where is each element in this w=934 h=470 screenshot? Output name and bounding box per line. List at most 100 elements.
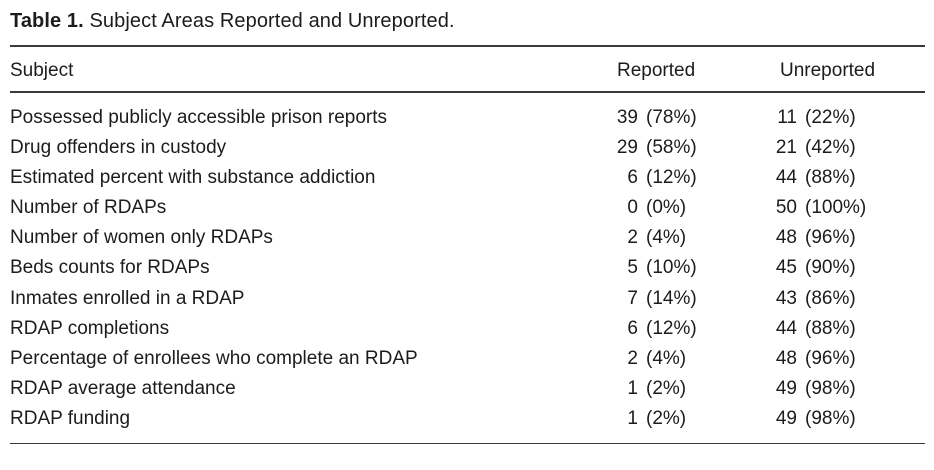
table-title-label: Table 1. xyxy=(10,10,84,32)
reported-count: 6 xyxy=(627,166,638,188)
reported-cell: 1 (2%) xyxy=(610,404,750,434)
unreported-cell: 49 (98%) xyxy=(750,404,925,434)
reported-count: 7 xyxy=(627,287,638,309)
subject-cell: RDAP funding xyxy=(10,408,131,430)
unreported-count: 48 xyxy=(775,227,797,249)
table-row: Number of women only RDAPs 2 (4%) 48 (96… xyxy=(10,223,925,253)
unreported-count: 44 xyxy=(775,317,797,339)
unreported-percentage: (86%) xyxy=(805,287,856,309)
reported-percentage: (12%) xyxy=(646,166,697,188)
reported-percentage: (78%) xyxy=(646,106,697,128)
unreported-count: 44 xyxy=(775,166,797,188)
unreported-count: 45 xyxy=(775,257,797,279)
reported-count: 39 xyxy=(616,106,638,128)
subject-cell: RDAP average attendance xyxy=(10,378,236,400)
unreported-count: 48 xyxy=(775,348,797,369)
reported-count: 6 xyxy=(627,317,638,339)
reported-percentage: (2%) xyxy=(646,378,687,400)
reported-count: 2 xyxy=(627,227,638,249)
table-row: Inmates enrolled in a RDAP 7 (14%) 43 (8… xyxy=(10,284,925,314)
table-row: Percentage of enrollees who complete an … xyxy=(10,344,925,374)
unreported-cell: 43 (86%) xyxy=(750,284,925,314)
unreported-percentage: (88%) xyxy=(805,317,856,339)
table-header-row: Subject Reported Unreported xyxy=(10,47,925,91)
table-row: Possessed publicly accessible prison rep… xyxy=(10,103,925,133)
reported-count: 1 xyxy=(627,378,638,400)
unreported-percentage: (98%) xyxy=(805,408,856,430)
unreported-percentage: (96%) xyxy=(805,348,856,369)
reported-cell: 5 (10%) xyxy=(610,253,750,283)
reported-cell: 1 (2%) xyxy=(610,374,750,404)
column-header-subject: Subject xyxy=(10,60,74,81)
table-bottom-rule xyxy=(10,442,925,445)
reported-percentage: (0%) xyxy=(646,197,687,219)
table-row: RDAP average attendance 1 (2%) 49 (98%) xyxy=(10,374,925,404)
reported-percentage: (4%) xyxy=(646,227,687,249)
subject-cell: Beds counts for RDAPs xyxy=(10,257,210,279)
unreported-percentage: (42%) xyxy=(805,136,856,158)
column-header-unreported: Unreported xyxy=(780,60,876,81)
table-header-rule xyxy=(10,91,925,93)
reported-count: 1 xyxy=(627,408,638,430)
unreported-percentage: (98%) xyxy=(805,378,856,400)
subject-cell: Possessed publicly accessible prison rep… xyxy=(10,106,388,128)
reported-cell: 2 (4%) xyxy=(610,223,750,253)
table-row: Number of RDAPs 0 (0%) 50 (100%) xyxy=(10,193,925,223)
reported-cell: 29 (58%) xyxy=(610,133,750,163)
table-row: Drug offenders in custody 29 (58%) 21 (4… xyxy=(10,133,925,163)
subject-cell: Number of women only RDAPs xyxy=(10,227,273,249)
reported-percentage: (58%) xyxy=(646,136,697,158)
unreported-count: 49 xyxy=(775,408,797,430)
unreported-cell: 48 (96%) xyxy=(750,344,925,374)
unreported-cell: 44 (88%) xyxy=(750,163,925,193)
table-title: Table 1. Subject Areas Reported and Unre… xyxy=(10,8,925,34)
unreported-cell: 21 (42%) xyxy=(750,133,925,163)
subject-cell: Estimated percent with substance addicti… xyxy=(10,166,376,188)
reported-percentage: (14%) xyxy=(646,287,697,309)
unreported-cell: 49 (98%) xyxy=(750,374,925,404)
table-row: Beds counts for RDAPs 5 (10%) 45 (90%) xyxy=(10,253,925,283)
subject-cell: Percentage of enrollees who complete an … xyxy=(10,348,418,369)
reported-percentage: (4%) xyxy=(646,348,687,369)
unreported-count: 50 xyxy=(775,197,797,219)
subject-cell: Number of RDAPs xyxy=(10,197,167,219)
subject-cell: Inmates enrolled in a RDAP xyxy=(10,287,245,309)
reported-cell: 39 (78%) xyxy=(610,103,750,133)
table-row: Estimated percent with substance addicti… xyxy=(10,163,925,193)
unreported-count: 49 xyxy=(775,378,797,400)
unreported-count: 11 xyxy=(777,106,797,128)
reported-cell: 6 (12%) xyxy=(610,163,750,193)
reported-count: 5 xyxy=(627,257,638,279)
reported-cell: 6 (12%) xyxy=(610,314,750,344)
reported-percentage: (2%) xyxy=(646,408,687,430)
table-body: Possessed publicly accessible prison rep… xyxy=(10,93,925,443)
unreported-percentage: (90%) xyxy=(805,257,856,279)
subject-cell: RDAP completions xyxy=(10,317,170,339)
unreported-percentage: (22%) xyxy=(805,106,856,128)
table-row: RDAP funding 1 (2%) 49 (98%) xyxy=(10,404,925,434)
unreported-count: 21 xyxy=(775,136,797,158)
reported-percentage: (10%) xyxy=(646,257,697,279)
unreported-percentage: (96%) xyxy=(805,227,856,249)
unreported-cell: 45 (90%) xyxy=(750,253,925,283)
table-title-text: Subject Areas Reported and Unreported. xyxy=(89,10,455,32)
reported-cell: 2 (4%) xyxy=(610,344,750,374)
unreported-percentage: (100%) xyxy=(805,197,867,219)
unreported-cell: 11 (22%) xyxy=(750,103,925,133)
table-row: RDAP completions 6 (12%) 44 (88%) xyxy=(10,314,925,344)
reported-count: 29 xyxy=(616,136,638,158)
unreported-cell: 50 (100%) xyxy=(750,193,925,223)
reported-cell: 7 (14%) xyxy=(610,284,750,314)
reported-count: 2 xyxy=(627,348,638,369)
unreported-cell: 44 (88%) xyxy=(750,314,925,344)
reported-count: 0 xyxy=(627,197,638,219)
unreported-cell: 48 (96%) xyxy=(750,223,925,253)
subject-cell: Drug offenders in custody xyxy=(10,136,227,158)
table-top-rule xyxy=(10,45,925,47)
reported-cell: 0 (0%) xyxy=(610,193,750,223)
column-header-reported: Reported xyxy=(617,60,696,81)
unreported-percentage: (88%) xyxy=(805,166,856,188)
unreported-count: 43 xyxy=(775,287,797,309)
reported-percentage: (12%) xyxy=(646,317,697,339)
